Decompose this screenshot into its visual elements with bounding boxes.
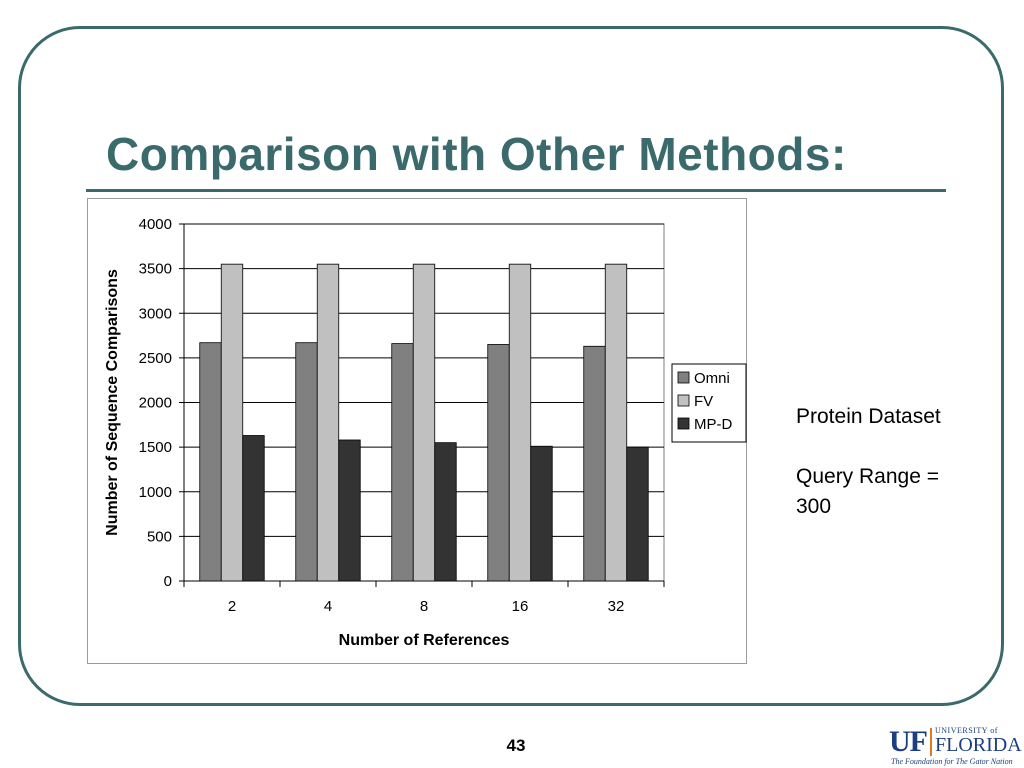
page-number: 43 [506, 736, 526, 755]
slide-frame [18, 26, 1004, 706]
logo-university-text: UNIVERSITY of [935, 726, 998, 735]
y-tick-label: 3500 [139, 261, 172, 278]
bar-mp-d [626, 446, 649, 582]
bar-fv [604, 263, 628, 582]
bar-fv [508, 263, 532, 582]
legend-label: MP-D [694, 416, 732, 433]
legend-swatch [677, 394, 690, 407]
y-tick-label: 500 [147, 528, 172, 545]
bar-omni [199, 342, 222, 582]
bar-omni [487, 344, 510, 582]
x-tick-label: 4 [324, 598, 332, 615]
uf-logo: UF UNIVERSITY of FLORIDA The Foundation … [889, 725, 1022, 767]
x-tick-label: 16 [512, 598, 529, 615]
legend-swatch [677, 417, 690, 430]
legend-label: FV [694, 393, 713, 410]
query-range-value: 300 [796, 495, 832, 518]
x-tick-label: 2 [228, 598, 236, 615]
legend-swatch [677, 371, 690, 384]
bar-fv [316, 263, 340, 582]
slide-title: Comparison with Other Methods: [106, 128, 847, 180]
y-tick-label: 3000 [139, 305, 172, 322]
bar-mp-d [530, 445, 553, 582]
x-axis-label: Number of References [339, 632, 510, 649]
bar-omni [391, 343, 414, 582]
side-note: Protein Dataset Query Range = 300 [796, 402, 996, 522]
dataset-label: Protein Dataset [796, 405, 941, 428]
bar-fv [220, 263, 244, 582]
bar-mp-d [338, 439, 361, 582]
legend-label: Omni [694, 370, 730, 387]
bar-mp-d [242, 435, 265, 582]
y-tick-label: 1000 [139, 484, 172, 501]
y-axis-label: Number of Sequence Comparisons [104, 269, 121, 536]
y-tick-label: 1500 [139, 439, 172, 456]
logo-florida-text: FLORIDA [935, 734, 1022, 756]
logo-uf-text: UF [889, 725, 928, 758]
chart-area: 0 500 1000 1500 2000 2500 3000 3500 4000 2 4 8 16 32 N… [87, 198, 747, 664]
title-divider [86, 189, 946, 192]
bar-omni [295, 342, 318, 582]
bar-mp-d [434, 442, 457, 582]
bar-omni [583, 345, 606, 582]
y-tick-label: 0 [164, 573, 172, 590]
bar-chart: 0 500 1000 1500 2000 2500 3000 3500 4000 2 4 8 16 32 N… [104, 216, 747, 649]
bar-fv [412, 263, 436, 582]
x-tick-label: 32 [608, 598, 625, 615]
x-tick-label: 8 [420, 598, 428, 615]
query-range-label: Query Range = [796, 465, 940, 488]
y-tick-label: 2500 [139, 350, 172, 367]
y-tick-label: 2000 [139, 395, 172, 412]
logo-tagline: The Foundation for The Gator Nation [891, 757, 1013, 766]
logo-divider [930, 728, 932, 756]
y-tick-label: 4000 [139, 216, 172, 233]
